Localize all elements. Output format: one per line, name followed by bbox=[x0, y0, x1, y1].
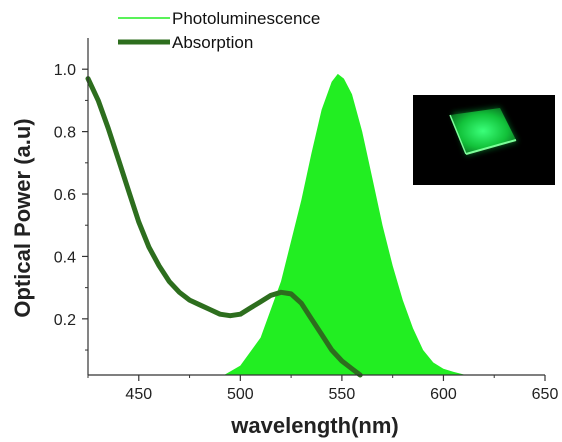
axes: 450 500 550 600 650 0.2 0.4 0.6 0.8 1.0 bbox=[54, 38, 559, 403]
inset-plate bbox=[450, 108, 516, 154]
x-tick-label: 550 bbox=[329, 386, 356, 403]
series-absorption-line bbox=[85, 76, 363, 378]
inset-plate-edge bbox=[449, 114, 467, 155]
inset-plate-edge bbox=[465, 139, 517, 155]
x-tick-label: 500 bbox=[227, 386, 254, 403]
y-tick-label: 0.8 bbox=[54, 125, 76, 142]
x-tick-label: 650 bbox=[532, 386, 559, 403]
legend: Photoluminescence Absorption bbox=[118, 9, 320, 52]
inset-photo bbox=[413, 95, 555, 185]
y-tick-label: 0.2 bbox=[54, 312, 76, 329]
legend-label-absorption: Absorption bbox=[172, 33, 253, 52]
y-tick-label: 0.4 bbox=[54, 249, 76, 266]
x-tick-label: 450 bbox=[125, 386, 152, 403]
y-tick-label: 1.0 bbox=[54, 62, 76, 79]
legend-label-photoluminescence: Photoluminescence bbox=[172, 9, 320, 28]
x-axis-title: wavelength(nm) bbox=[230, 413, 398, 438]
plot-area bbox=[85, 73, 466, 378]
y-axis-title: Optical Power (a.u) bbox=[10, 118, 35, 317]
x-tick-label: 600 bbox=[430, 386, 457, 403]
y-tick-label: 0.6 bbox=[54, 187, 76, 204]
series-photoluminescence-area bbox=[224, 73, 466, 376]
